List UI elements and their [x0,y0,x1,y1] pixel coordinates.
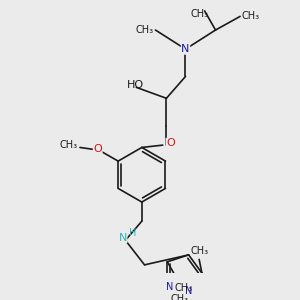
Text: CH₃: CH₃ [190,246,208,256]
Text: CH₃: CH₃ [190,9,208,19]
Text: HO: HO [126,80,143,90]
Text: N: N [185,286,192,296]
Text: CH₃: CH₃ [242,11,260,21]
Text: O: O [93,144,102,154]
Text: CH₃: CH₃ [171,294,189,300]
Text: CH₃: CH₃ [60,140,78,150]
Text: O: O [166,138,175,148]
Text: N: N [166,282,174,292]
Text: N: N [118,232,127,243]
Text: CH₃: CH₃ [136,25,154,35]
Text: N: N [181,44,190,54]
Text: CH₃: CH₃ [175,283,193,293]
Text: H: H [129,229,136,238]
